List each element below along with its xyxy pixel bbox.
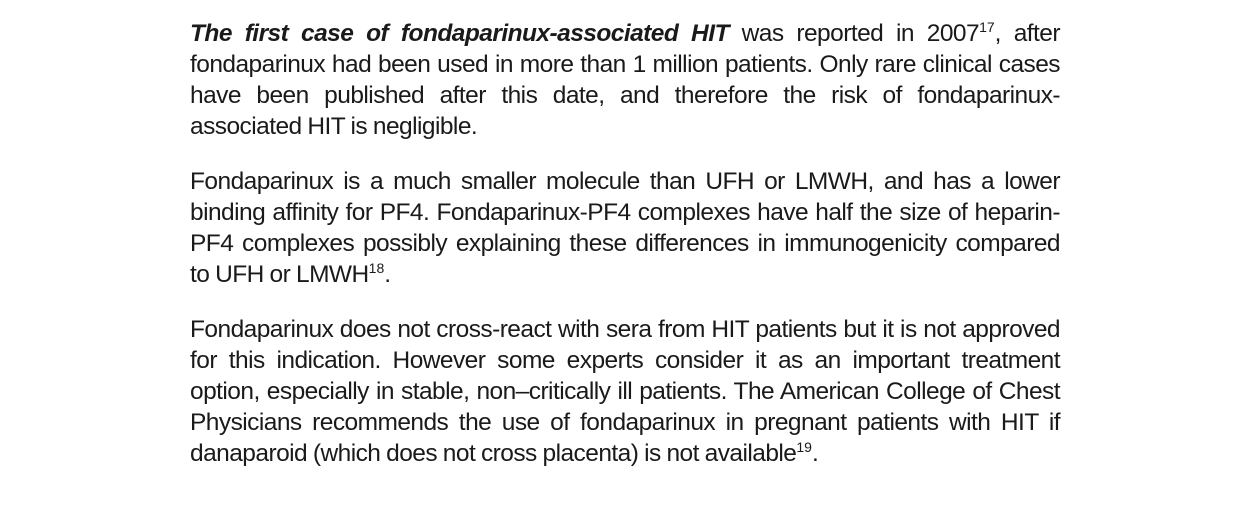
- paragraph-text: Fondaparinux is a much smaller molecule …: [190, 168, 1061, 288]
- document-body: The first case of fondaparinux-associate…: [190, 18, 1061, 469]
- citation-superscript: 18: [368, 260, 385, 276]
- paragraph-text: .: [384, 261, 391, 288]
- paragraph-text: .: [811, 440, 819, 467]
- paragraph-text: , after fondaparinux had been used in mo…: [190, 20, 1061, 140]
- lead-phrase: The first case of fondaparinux-associate…: [190, 20, 729, 47]
- paragraph-molecule-size: Fondaparinux is a much smaller molecule …: [190, 166, 1061, 290]
- paragraph-text: was reported in 2007: [728, 20, 980, 47]
- paragraph-text: Fondaparinux does not cross-react with s…: [190, 316, 1061, 467]
- citation-superscript: 17: [979, 19, 995, 35]
- paragraph-cross-reactivity: Fondaparinux does not cross-react with s…: [190, 314, 1061, 469]
- paragraph-first-case: The first case of fondaparinux-associate…: [190, 18, 1061, 142]
- citation-superscript: 19: [796, 439, 812, 455]
